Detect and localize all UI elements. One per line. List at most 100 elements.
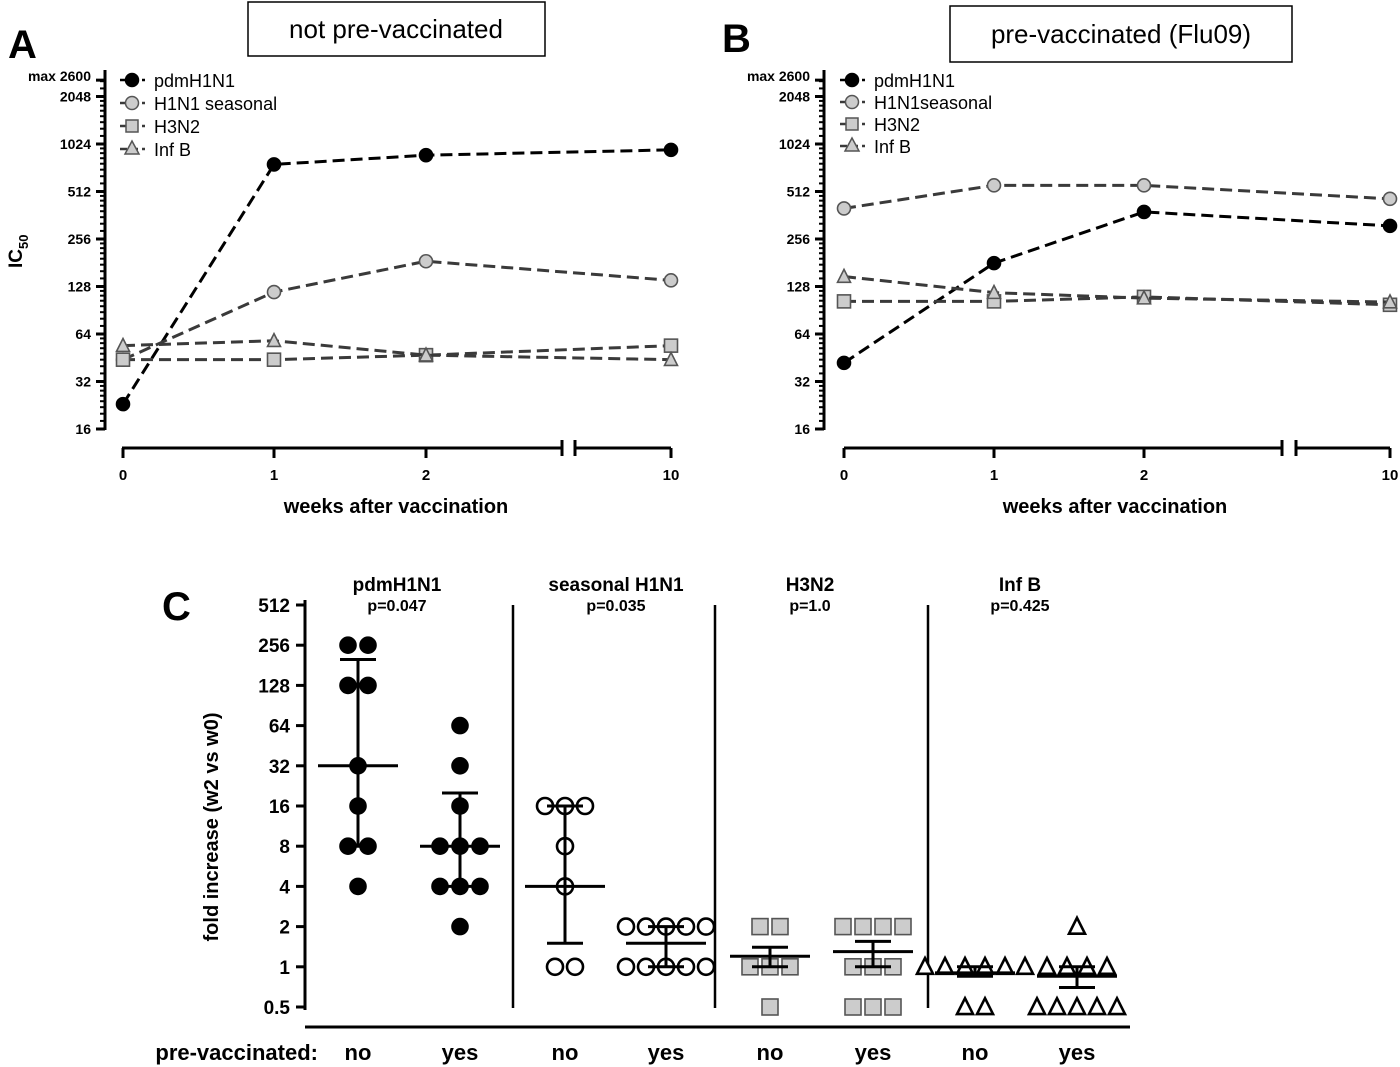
data-point-H3N2 xyxy=(115,352,131,367)
data-point-seasonal H1N1-no xyxy=(545,957,565,977)
panel-a-letter: A xyxy=(8,23,37,67)
y-tick-label: 64 xyxy=(75,326,91,342)
y-tick-label: 32 xyxy=(269,757,290,778)
y-tick-label: 1 xyxy=(279,958,290,979)
data-point-H3N2-no xyxy=(751,917,769,936)
data-point-H1N1 seasonal xyxy=(266,284,282,300)
panel-c-x-labels: no yes no yes no yes no yes xyxy=(345,1040,1096,1065)
group-header-name: H3N2 xyxy=(786,575,835,596)
legend-label: H3N2 xyxy=(154,117,200,137)
panel-b-title-box xyxy=(949,5,1293,63)
series-line-pdmH1N1 xyxy=(121,148,672,405)
panel-b-legend-item-h3n2: H3N2 xyxy=(840,115,920,135)
panel-b: B pre-vaccinated (Flu09) 16 32 64 128 256 512… xyxy=(722,5,1399,518)
data-point-seasonal H1N1-no xyxy=(565,957,585,977)
legend-square-grey-icon xyxy=(845,117,859,131)
data-point-pdmH1N1-no xyxy=(349,877,367,896)
data-point-Inf B-no xyxy=(914,955,936,976)
panel-b-series xyxy=(836,178,1398,371)
data-point-seasonal H1N1-yes xyxy=(696,917,716,936)
x-category-label: yes xyxy=(442,1040,479,1065)
y-tick-label: 1024 xyxy=(60,136,91,152)
y-tick-label: 128 xyxy=(787,279,811,295)
y-tick-label: 2 xyxy=(279,918,290,939)
x-tick-label: 10 xyxy=(1382,467,1399,484)
panel-a: A not pre-vaccinated IC50 16 32 64 128 256 51… xyxy=(6,1,680,518)
y-tick-label: 512 xyxy=(787,184,811,200)
x-tick-label: 0 xyxy=(840,467,848,484)
data-point-Inf B-yes xyxy=(1066,914,1088,935)
y-tick-label: 2048 xyxy=(60,89,91,105)
panel-b-x-axis-label: weeks after vaccination xyxy=(1002,496,1228,518)
legend-circle-black-icon xyxy=(844,72,860,88)
data-point-H3N2-yes xyxy=(894,917,912,936)
data-point-seasonal H1N1-yes xyxy=(696,957,716,977)
y-tick-label: 128 xyxy=(258,676,290,697)
data-point-H3N2-no xyxy=(771,917,789,936)
data-point-H3N2 xyxy=(836,294,852,309)
legend-circle-black-icon xyxy=(124,72,140,88)
panel-b-x-axis xyxy=(844,440,1390,456)
x-category-label: no xyxy=(552,1040,579,1065)
data-point-pdmH1N1 xyxy=(663,142,679,158)
data-point-pdmH1N1-no xyxy=(339,676,357,695)
data-point-H3N2 xyxy=(663,338,679,353)
y-tick-label: 32 xyxy=(75,374,91,390)
data-point-Inf B xyxy=(266,331,282,348)
panel-a-x-ticks: 0 1 2 10 xyxy=(119,448,680,484)
y-tick-label: 0.5 xyxy=(264,998,291,1019)
panel-a-title-box xyxy=(247,1,546,57)
y-tick-label: 128 xyxy=(68,279,92,295)
group-header-p-value: p=0.047 xyxy=(367,598,426,615)
panel-c-points xyxy=(318,636,1128,1016)
data-point-H3N2-yes xyxy=(844,998,862,1016)
x-category-label: no xyxy=(345,1040,372,1065)
data-point-Inf B-yes xyxy=(1036,955,1058,976)
legend-label: pdmH1N1 xyxy=(874,71,955,91)
y-tick-label: 1024 xyxy=(779,136,810,152)
panel-a-series xyxy=(115,142,679,412)
panel-c-group-headers: pdmH1N1 p=0.047 seasonal H1N1 p=0.035 H3N2 p=… xyxy=(353,575,1050,615)
data-point-pdmH1N1 xyxy=(1382,218,1398,234)
panel-a-legend: pdmH1N1 H1N1 seasonal H3N2 Inf B xyxy=(120,71,277,160)
group-header-p-value: p=0.425 xyxy=(990,598,1049,615)
y-tick-label: 4 xyxy=(279,877,290,898)
panel-c-y-axis-label: fold increase (w2 vs w0) xyxy=(201,713,223,942)
data-point-H3N2-yes xyxy=(854,917,872,936)
panel-a-y-axis-label: IC50 xyxy=(6,235,31,268)
data-point-pdmH1N1 xyxy=(115,396,131,412)
y-tick-label: 16 xyxy=(269,797,290,818)
legend-label: Inf B xyxy=(874,137,911,157)
x-tick-label: 1 xyxy=(990,467,998,484)
panel-c-letter: C xyxy=(162,585,191,629)
legend-triangle-grey-icon xyxy=(123,139,141,155)
data-point-pdmH1N1-yes xyxy=(451,716,469,735)
legend-label: Inf B xyxy=(154,140,191,160)
x-tick-label: 10 xyxy=(663,467,680,484)
data-point-H1N1seasonal xyxy=(1382,191,1398,207)
data-point-pdmH1N1-no xyxy=(359,636,377,655)
x-category-label: yes xyxy=(1059,1040,1096,1065)
y-tick-label: 64 xyxy=(269,717,291,738)
legend-circle-grey-icon xyxy=(844,94,860,110)
panel-c-separators xyxy=(511,605,930,1008)
y-tick-label: 512 xyxy=(258,596,290,617)
data-point-H1N1 seasonal xyxy=(663,273,679,288)
series-line-Inf B xyxy=(122,339,672,362)
x-category-label: yes xyxy=(648,1040,685,1065)
series-line-H3N2 xyxy=(123,344,672,362)
panel-a-x-axis xyxy=(122,440,671,456)
data-point-Inf B xyxy=(986,283,1002,300)
group-header-name: Inf B xyxy=(999,575,1041,596)
x-category-label: yes xyxy=(855,1040,892,1065)
x-category-label: no xyxy=(757,1040,784,1065)
x-tick-label: 2 xyxy=(422,467,430,484)
series-line-H1N1seasonal xyxy=(843,183,1391,210)
panel-a-legend-item-h1n1-seasonal: H1N1 seasonal xyxy=(120,94,277,114)
panel-b-legend-item-pdmh1n1: pdmH1N1 xyxy=(840,71,955,91)
data-point-pdmH1N1-yes xyxy=(451,756,469,775)
data-point-Inf B-yes xyxy=(1106,995,1128,1016)
panel-b-legend-item-h1n1seasonal: H1N1seasonal xyxy=(840,93,992,113)
x-category-label: no xyxy=(962,1040,989,1065)
data-point-Inf B xyxy=(1136,289,1152,305)
